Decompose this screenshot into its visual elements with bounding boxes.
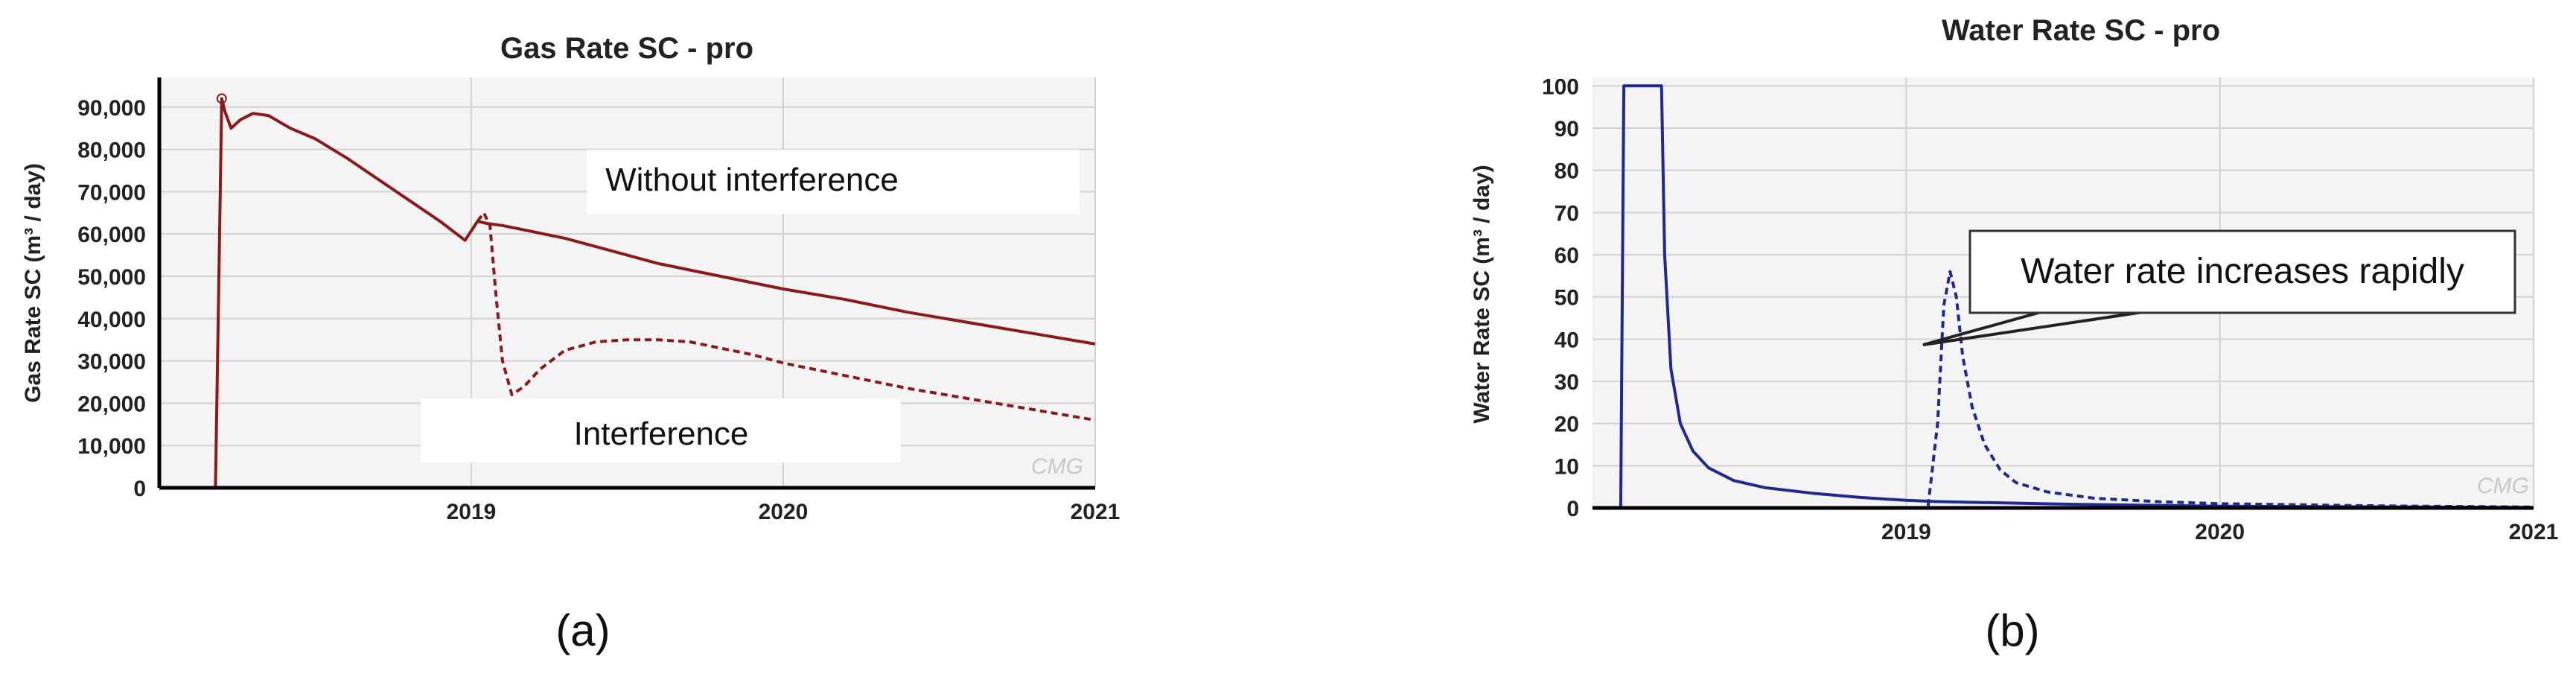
caption-a: (a)	[555, 606, 610, 655]
gas-x-ticks: 2019 2020 2021	[447, 500, 1120, 524]
y-tick-label: 80,000	[77, 139, 146, 163]
water-annotation-pointer-1	[1922, 308, 2050, 346]
water-series	[1593, 84, 2534, 509]
without-interference-label: Without interference	[605, 162, 899, 198]
water-rate-chart: Water Rate SC - pro Water Rate SC (m³ / …	[1470, 14, 2558, 544]
dashed-series-line	[1926, 270, 2534, 509]
x-tick-label: 2019	[447, 500, 497, 524]
x-tick-label: 2021	[2509, 520, 2559, 544]
y-tick-label: 40	[1555, 328, 1579, 352]
gas-series	[159, 93, 1096, 489]
peak-marker	[216, 93, 227, 104]
y-tick-label: 100	[1542, 74, 1579, 99]
y-tick-label: 70,000	[77, 180, 146, 205]
caption-b: (b)	[1985, 606, 2039, 655]
y-tick-label: 90	[1555, 117, 1579, 142]
y-tick-label: 50	[1555, 286, 1579, 311]
x-tick-label: 2019	[1881, 520, 1931, 544]
gas-y-ticks: 0 10,000 20,000 30,000 40,000 50,000 60,000 70,…	[77, 96, 146, 501]
y-tick-label: 60	[1555, 244, 1579, 268]
y-tick-label: 90,000	[77, 96, 146, 121]
y-tick-label: 60,000	[77, 223, 146, 247]
y-tick-label: 0	[133, 477, 146, 501]
water-y-axis-label: Water Rate SC (m³ / day)	[1470, 165, 1494, 423]
interference-label: Interference	[574, 416, 749, 452]
y-tick-label: 0	[1566, 497, 1579, 521]
y-tick-label: 50,000	[77, 265, 146, 290]
water-x-ticks: 2019 2020 2021	[1881, 520, 2558, 544]
solid-series-line	[1593, 84, 2534, 509]
dashed-series-line	[476, 211, 1096, 422]
x-tick-label: 2020	[2195, 520, 2245, 544]
water-chart-title: Water Rate SC - pro	[1942, 14, 2220, 47]
y-tick-label: 30,000	[77, 350, 146, 375]
water-annotation-pointer-2	[1922, 308, 2164, 346]
y-tick-label: 80	[1555, 159, 1579, 184]
without-interference-label-box	[587, 150, 1080, 214]
water-y-ticks: 0 10 20 30 40 50 60 70 80 90 100	[1542, 74, 1579, 521]
water-annotation-label: Water rate increases rapidly	[2021, 252, 2464, 291]
water-watermark: CMG	[2477, 474, 2529, 498]
y-tick-label: 70	[1555, 201, 1579, 226]
x-tick-label: 2021	[1071, 500, 1120, 524]
x-tick-label: 2020	[759, 500, 809, 524]
water-annotation-box	[1968, 229, 2516, 314]
gas-rate-chart: Gas Rate SC - pro Gas Rate SC (m³ / day)…	[21, 32, 1120, 524]
y-tick-label: 10	[1555, 454, 1579, 479]
y-tick-label: 20	[1555, 413, 1579, 437]
y-tick-label: 20,000	[77, 392, 146, 416]
gas-y-axis-label: Gas Rate SC (m³ / day)	[21, 163, 45, 403]
gas-watermark: CMG	[1031, 454, 1083, 479]
gas-chart-title: Gas Rate SC - pro	[500, 32, 753, 65]
y-tick-label: 10,000	[77, 434, 146, 459]
y-tick-label: 30	[1555, 370, 1579, 395]
y-tick-label: 40,000	[77, 308, 146, 332]
interference-label-box	[421, 398, 901, 463]
